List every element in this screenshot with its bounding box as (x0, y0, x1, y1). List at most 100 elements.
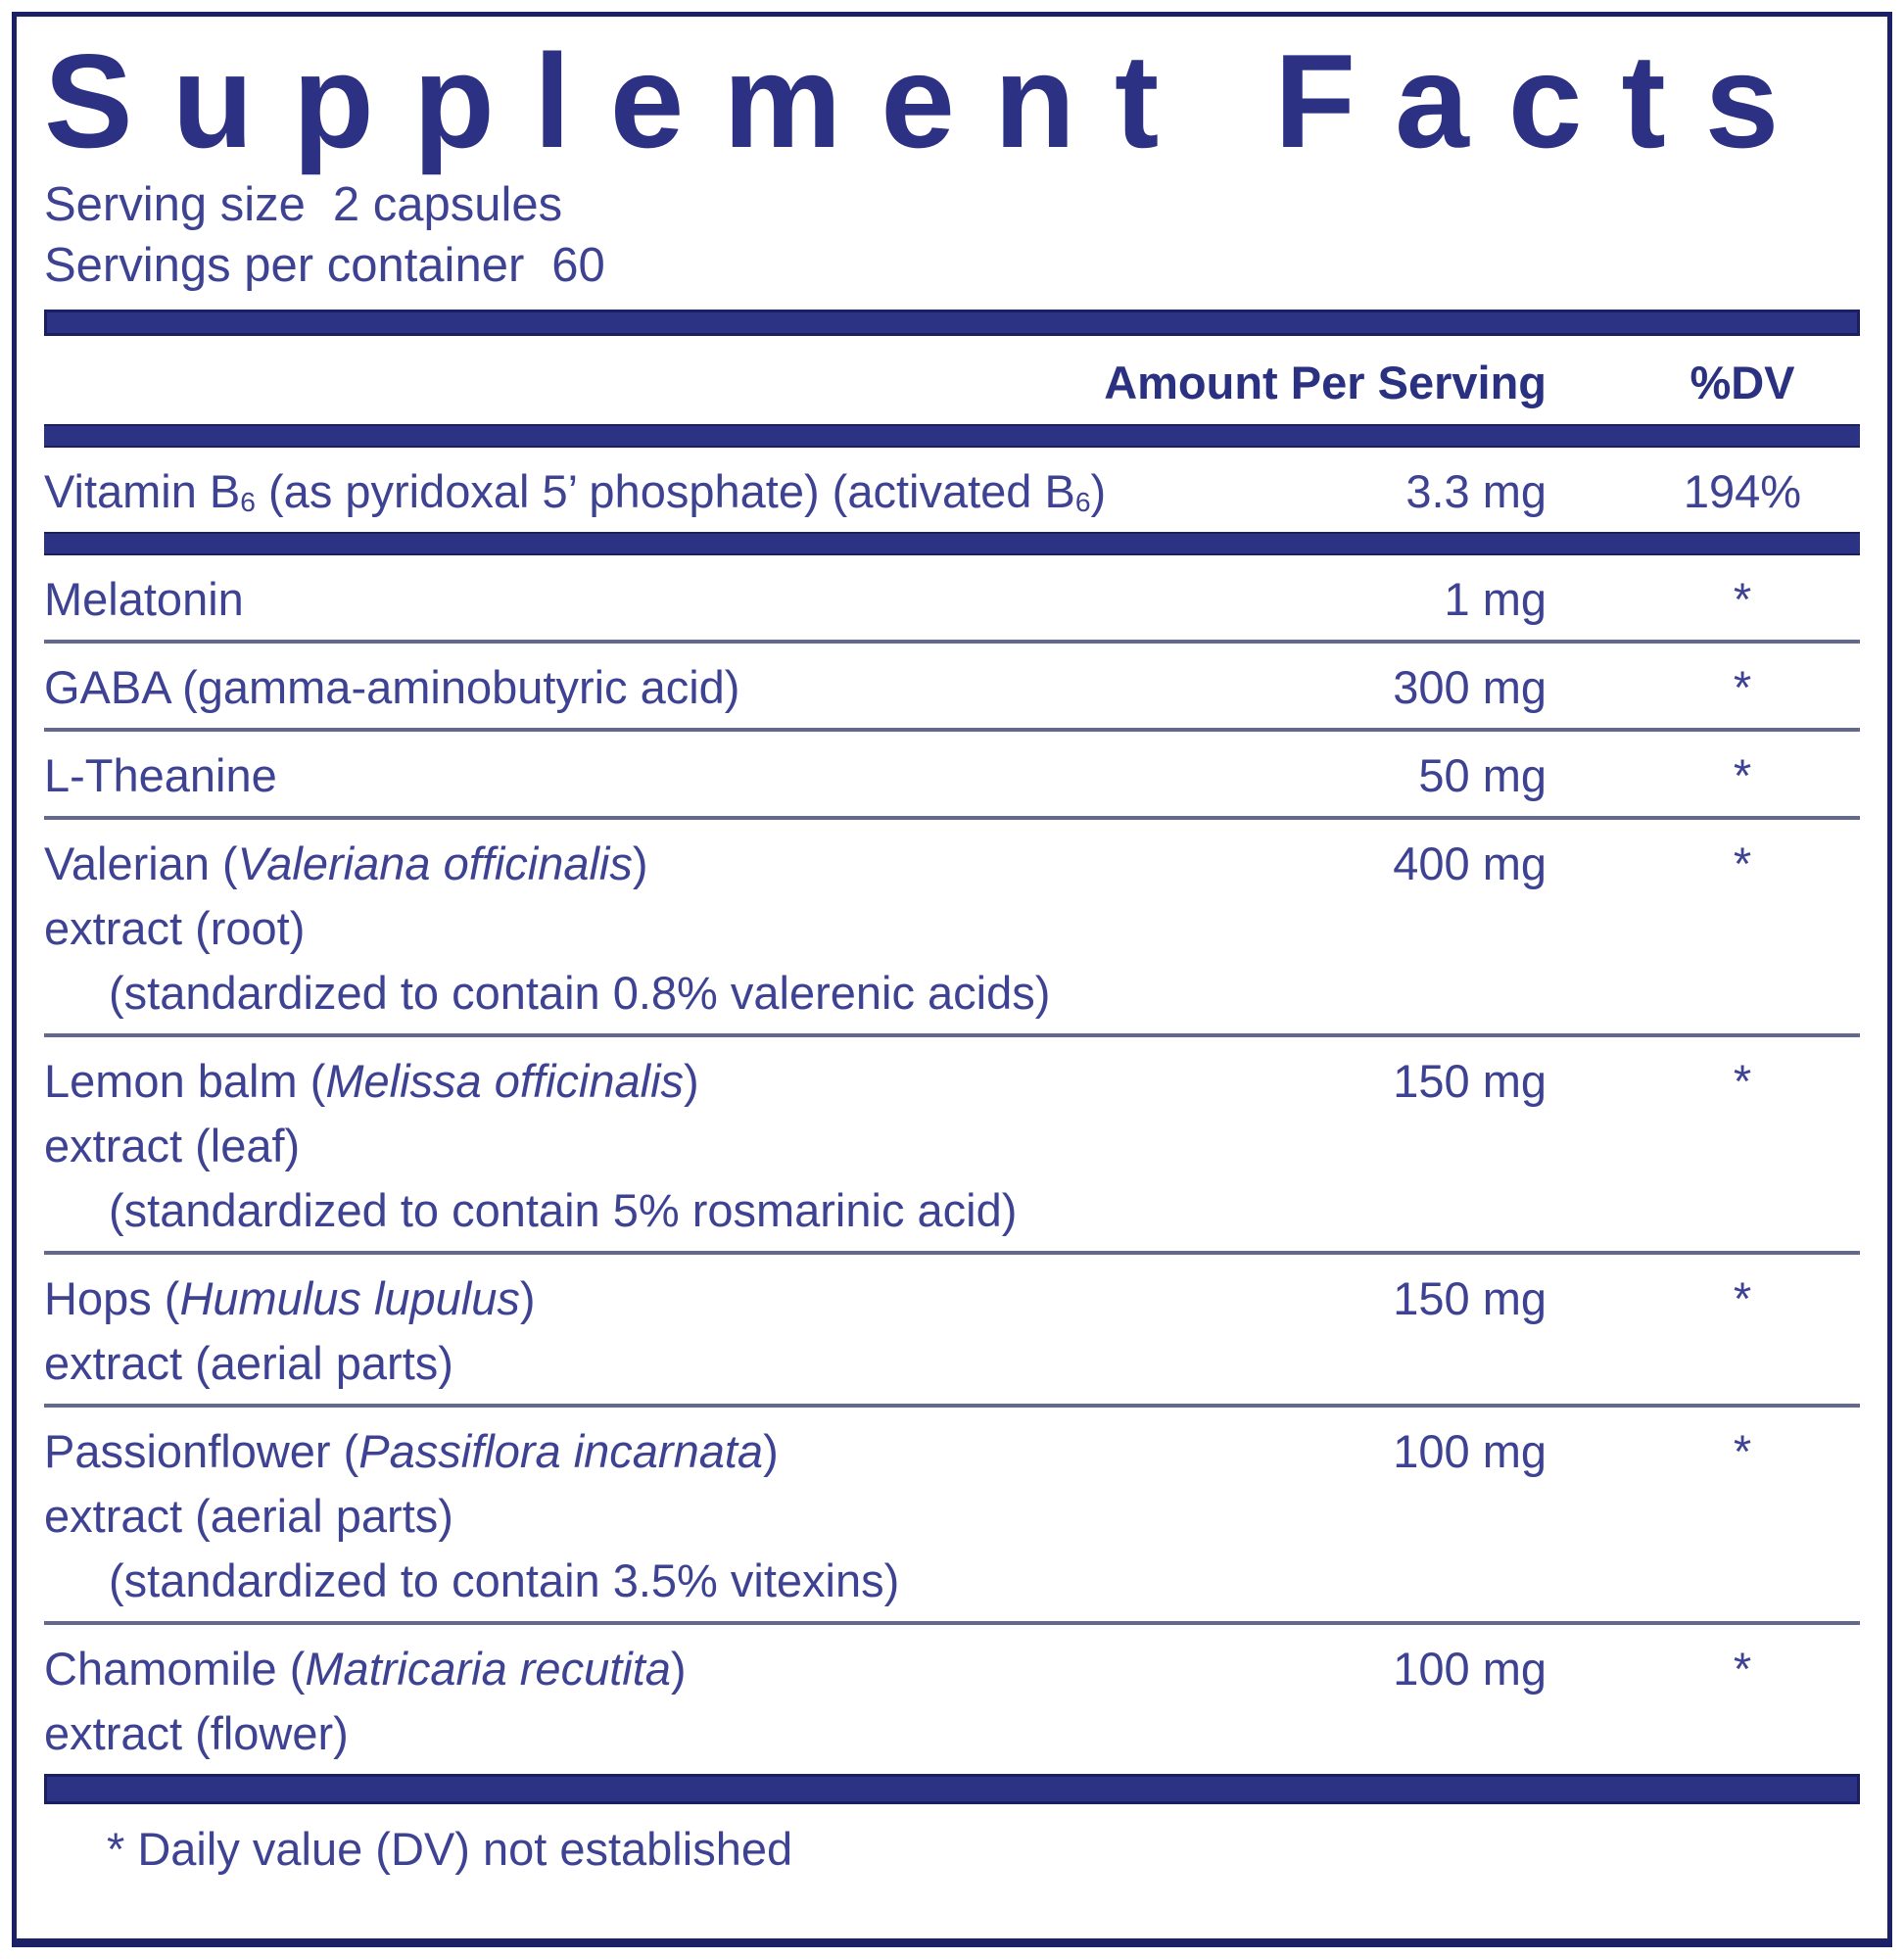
separator-line (44, 816, 1860, 821)
ingredient-line: Chamomile (Matricaria recutita) (44, 1637, 1321, 1701)
ingredient-amount: 1 mg (1444, 573, 1547, 626)
ingredient-amount: 150 mg (1393, 1272, 1547, 1325)
header-bar (44, 310, 1860, 337)
separator-line (44, 640, 1860, 645)
serving-info: Serving size 2 capsules Servings per con… (44, 174, 1860, 296)
ingredient-text: ) (670, 1643, 687, 1696)
table-row: GABA (gamma-aminobutyric acid) 300 mg * (44, 644, 1860, 728)
ingredient-text: ) (632, 837, 648, 890)
ingredient-dv: * (1733, 573, 1752, 626)
ingredient-rows: Vitamin B6 (as pyridoxal 5’ phosphate) (… (44, 424, 1860, 1774)
table-row: L-Theanine 50 mg * (44, 732, 1860, 816)
ingredient-name: GABA (gamma-aminobutyric acid) (44, 655, 1321, 720)
ingredient-amount: 50 mg (1418, 749, 1547, 802)
ingredient-name: Valerian (Valeriana officinalis) extract … (44, 832, 1321, 1026)
panel-content: Supplement Facts Serving size 2 capsules… (17, 17, 1887, 1879)
subscript-text: 6 (240, 485, 256, 517)
latin-name: Humulus lupulus (179, 1272, 520, 1325)
ingredient-text: Passionflower ( (44, 1425, 359, 1478)
table-row: Passionflower (Passiflora incarnata) extr… (44, 1408, 1860, 1621)
ingredient-dv: 194% (1683, 465, 1802, 518)
latin-name: Matricaria recutita (305, 1643, 671, 1696)
ingredient-text: ) (1090, 465, 1107, 518)
separator-bar (44, 532, 1860, 556)
serving-size-value: 2 capsules (332, 178, 563, 232)
percent-dv-header: %DV (1690, 357, 1795, 409)
ingredient-text: Lemon balm ( (44, 1055, 326, 1108)
latin-name: Valeriana officinalis (237, 837, 633, 890)
ingredient-line: extract (aerial parts) (44, 1484, 1321, 1549)
ingredient-text: GABA (gamma-aminobutyric acid) (44, 661, 740, 714)
ingredient-text: (standardized to contain 5% rosmarinic a… (109, 1184, 1018, 1237)
ingredient-amount: 3.3 mg (1405, 465, 1547, 518)
table-row: Vitamin B6 (as pyridoxal 5’ phosphate) (… (44, 448, 1860, 532)
ingredient-text: Hops ( (44, 1272, 180, 1325)
ingredient-text: extract (aerial parts) (44, 1337, 453, 1390)
separator-line (44, 1033, 1860, 1038)
ingredient-line: Hops (Humulus lupulus) (44, 1266, 1321, 1331)
latin-name: Passiflora incarnata (358, 1425, 764, 1478)
ingredient-text: Melatonin (44, 573, 244, 626)
ingredient-dv: * (1733, 1055, 1752, 1108)
ingredient-line: Melatonin (44, 567, 1321, 632)
separator-line (44, 728, 1860, 733)
ingredient-amount: 400 mg (1393, 837, 1547, 890)
ingredient-name: Melatonin (44, 567, 1321, 632)
ingredient-line: extract (aerial parts) (44, 1331, 1321, 1396)
ingredient-text: ) (763, 1425, 779, 1478)
ingredient-text: extract (leaf) (44, 1120, 301, 1172)
servings-per-container-label: Servings per container (44, 239, 525, 293)
ingredient-amount: 150 mg (1393, 1055, 1547, 1108)
table-row: Hops (Humulus lupulus) extract (aerial pa… (44, 1255, 1860, 1404)
ingredient-name: Chamomile (Matricaria recutita) extract (… (44, 1637, 1321, 1766)
ingredient-line: L-Theanine (44, 743, 1321, 808)
separator-line (44, 1404, 1860, 1409)
ingredient-name: Passionflower (Passiflora incarnata) extr… (44, 1419, 1321, 1613)
ingredient-line: extract (root) (44, 896, 1321, 961)
serving-size-label: Serving size (44, 178, 306, 232)
ingredient-name: Vitamin B6 (as pyridoxal 5’ phosphate) (… (44, 459, 1321, 524)
ingredient-text: ) (684, 1055, 699, 1108)
ingredient-name: Hops (Humulus lupulus) extract (aerial pa… (44, 1266, 1321, 1396)
ingredient-text: extract (aerial parts) (44, 1490, 453, 1543)
ingredient-amount: 300 mg (1393, 661, 1547, 714)
latin-name: Melissa officinalis (325, 1055, 685, 1108)
ingredient-dv: * (1733, 837, 1752, 890)
separator-bar (44, 424, 1860, 449)
ingredient-dv: * (1733, 749, 1752, 802)
ingredient-text: Vitamin B (44, 465, 241, 518)
ingredient-text: Valerian ( (44, 837, 238, 890)
daily-value-footnote: * Daily value (DV) not established (107, 1823, 793, 1876)
ingredient-amount: 100 mg (1393, 1643, 1547, 1696)
separator-line (44, 1251, 1860, 1256)
ingredient-line: (standardized to contain 0.8% valerenic … (44, 961, 1321, 1026)
ingredient-line: (standardized to contain 5% rosmarinic a… (44, 1178, 1321, 1243)
ingredient-line: Passionflower (Passiflora incarnata) (44, 1419, 1321, 1484)
ingredient-dv: * (1733, 1425, 1752, 1478)
ingredient-text: L-Theanine (44, 749, 277, 802)
ingredient-line: Vitamin B6 (as pyridoxal 5’ phosphate) (… (44, 459, 1321, 524)
ingredient-amount: 100 mg (1393, 1425, 1547, 1478)
ingredient-line: Lemon balm (Melissa officinalis) (44, 1049, 1321, 1114)
ingredient-line: extract (flower) (44, 1701, 1321, 1766)
footer-bar (44, 1774, 1860, 1805)
ingredient-text: Chamomile ( (44, 1643, 306, 1696)
separator-line (44, 1621, 1860, 1626)
ingredient-text: (standardized to contain 3.5% vitexins) (109, 1554, 900, 1607)
ingredient-line: (standardized to contain 3.5% vitexins) (44, 1549, 1321, 1613)
ingredient-text: extract (root) (44, 902, 306, 955)
serving-size-line: Serving size 2 capsules (44, 174, 1860, 235)
ingredient-text: ) (519, 1272, 536, 1325)
ingredient-dv: * (1733, 1272, 1752, 1325)
ingredient-text: (standardized to contain 0.8% valerenic … (109, 967, 1051, 1020)
ingredient-name: L-Theanine (44, 743, 1321, 808)
ingredient-name: Lemon balm (Melissa officinalis) extract … (44, 1049, 1321, 1243)
servings-per-container-line: Servings per container 60 (44, 235, 1860, 296)
supplement-facts-panel: Supplement Facts Serving size 2 capsules… (12, 12, 1892, 1947)
ingredient-line: extract (leaf) (44, 1114, 1321, 1178)
table-header-row: Amount Per Serving %DV (44, 336, 1860, 424)
ingredient-text: (as pyridoxal 5’ phosphate) (activated B (255, 465, 1075, 518)
ingredient-line: GABA (gamma-aminobutyric acid) (44, 655, 1321, 720)
table-row: Lemon balm (Melissa officinalis) extract … (44, 1037, 1860, 1251)
